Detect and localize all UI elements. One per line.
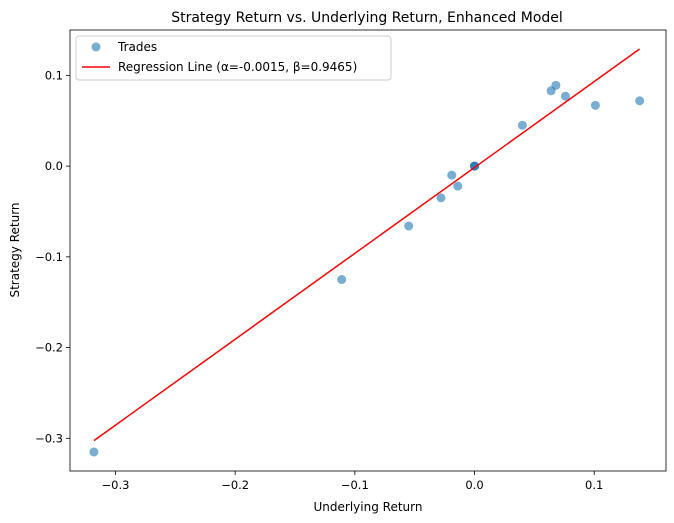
x-axis: −0.3 −0.2 −0.1 0.0 0.1: [102, 471, 603, 492]
y-tick-label: 0.0: [45, 159, 63, 173]
legend: Trades Regression Line (α=-0.0015, β=0.9…: [75, 35, 392, 81]
y-tick-label: −0.3: [35, 431, 63, 445]
trade-point: [447, 170, 457, 180]
trade-point: [436, 193, 446, 203]
trade-point: [517, 120, 527, 130]
x-tick-label: −0.3: [102, 478, 130, 492]
legend-regression-label: Regression Line (α=-0.0015, β=0.9465): [118, 60, 357, 74]
x-axis-label: Underlying Return: [314, 500, 423, 514]
legend-trades-marker: [91, 42, 101, 52]
y-tick-label: 0.1: [45, 68, 63, 82]
trade-point: [560, 91, 570, 101]
legend-box: [75, 35, 392, 81]
plot-frame: [69, 29, 667, 472]
trade-point: [404, 221, 414, 231]
x-tick-label: 0.0: [465, 478, 483, 492]
y-tick-label: −0.1: [35, 250, 63, 264]
x-tick-label: −0.2: [221, 478, 249, 492]
trade-point: [551, 80, 561, 90]
plot-area: [89, 48, 645, 457]
trade-point: [635, 96, 645, 106]
y-tick-label: −0.2: [35, 341, 63, 355]
trade-point: [453, 181, 463, 191]
trade-point: [590, 100, 600, 110]
trade-point: [337, 275, 347, 285]
trade-point: [89, 447, 99, 457]
y-axis: −0.3 −0.2 −0.1 0.0 0.1: [35, 68, 70, 445]
y-axis-label: Strategy Return: [8, 202, 22, 297]
x-tick-label: −0.1: [341, 478, 369, 492]
legend-trades-label: Trades: [117, 40, 157, 54]
x-tick-label: 0.1: [585, 478, 603, 492]
regression-line: [93, 48, 641, 442]
chart-title: Strategy Return vs. Underlying Return, E…: [171, 10, 563, 26]
